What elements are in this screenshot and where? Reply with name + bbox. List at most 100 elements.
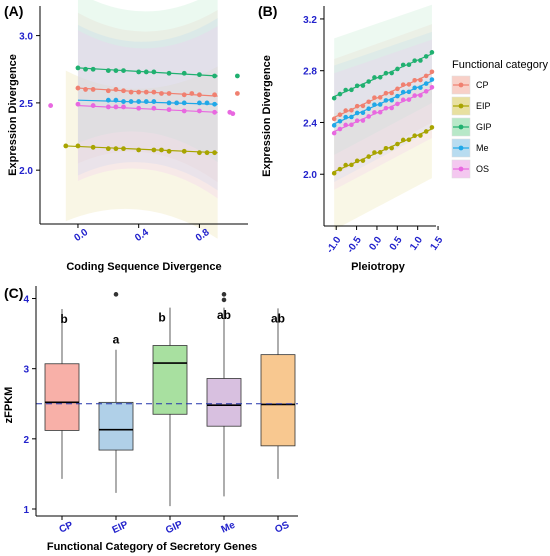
panel-a-point-os <box>113 104 119 110</box>
legend-label-gip: GIP <box>476 122 492 132</box>
panel-a-point-me <box>105 97 111 103</box>
panel-a-point-eip <box>63 143 69 149</box>
panel-a-point-cp <box>197 92 202 98</box>
panel-b-point-eip <box>337 166 343 172</box>
panel-a-y-tick-label: 3.0 <box>19 32 33 43</box>
panel-b-point-gip <box>377 74 383 80</box>
panel-a-point-os <box>48 103 54 108</box>
panel-b-point-cp <box>331 116 337 122</box>
panel-b-point-me <box>360 110 366 116</box>
panel-b-band-os <box>334 39 432 190</box>
panel-a-point-gip <box>113 68 119 73</box>
legend-key-dot-eip <box>458 103 464 109</box>
panel-a-point-gip <box>234 73 240 79</box>
panel-b-point-os <box>389 105 394 111</box>
panel-b-point-me <box>377 102 383 107</box>
panel-b: (B) -1.0 -0.5 0.0 0.5 1.0 1.5 2.0 2.4 2.8 3.2 Pl… <box>258 3 446 273</box>
panel-a-point-cp <box>181 92 187 98</box>
panel-a-points <box>48 65 240 156</box>
panel-a-point-gip <box>197 72 202 78</box>
panel-b-point-me <box>429 77 435 82</box>
panel-b-point-eip <box>366 154 371 159</box>
panel-b-points <box>331 50 435 176</box>
panel-a-band-me <box>77 18 218 191</box>
panel-b-y-title: Expression Divergence <box>261 55 273 177</box>
panel-c-y-tick-label: 3 <box>23 365 29 376</box>
panel-a-point-gip <box>90 66 96 72</box>
panel-b-point-me <box>389 97 394 103</box>
panel-b-point-gip <box>383 70 389 76</box>
panel-c-x-title: Functional Category of Secretory Genes <box>47 541 257 553</box>
panel-a-x-tick-label: 0.0 <box>72 227 90 244</box>
panel-a-band-gip <box>77 0 218 163</box>
panel-b-point-eip <box>331 170 337 176</box>
panel-b-label: (B) <box>258 3 277 19</box>
panel-a-point-me <box>197 100 202 106</box>
panel-a-point-cp <box>83 87 88 92</box>
panel-a-point-os <box>121 104 126 110</box>
panel-c-x-tick-label: Me <box>220 520 238 536</box>
panel-b-point-me <box>331 123 337 128</box>
letter-os: ab <box>271 311 285 325</box>
panel-a-point-os <box>197 108 202 114</box>
panel-a-point-eip <box>136 147 142 153</box>
panel-b-point-gip <box>331 95 337 101</box>
panel-a-point-eip <box>197 150 202 156</box>
panel-b-x-tick-label: -0.5 <box>345 234 364 255</box>
panel-b-point-me <box>354 110 360 116</box>
panel-a-point-eip <box>212 150 217 156</box>
panel-a-point-cp <box>151 89 157 95</box>
panel-a-point-cp <box>121 88 126 94</box>
panel-a-point-eip <box>113 146 119 152</box>
panel-a: (A) 0.0 0.4 0.8 2.02.53.0 Coding Sequence … <box>4 0 248 273</box>
legend-label-me: Me <box>476 143 489 153</box>
panel-a-point-me <box>204 100 210 106</box>
panel-b-point-cp <box>406 82 412 87</box>
letter-eip: a <box>113 333 120 347</box>
panel-b-point-me <box>400 89 406 95</box>
panel-b-x-tick-label: 0.5 <box>388 234 405 252</box>
legend-key-dot-os <box>458 166 464 172</box>
box-eip <box>98 401 134 451</box>
panel-b-point-eip <box>349 162 354 168</box>
panel-c-x-ticks: CP EIP GIP Me OS <box>58 516 291 536</box>
panel-b-point-os <box>366 114 371 119</box>
panel-a-point-me <box>136 99 142 104</box>
panel-b-point-gip <box>354 83 360 89</box>
panel-a-point-cp <box>105 88 111 94</box>
box-outlier-me <box>221 292 227 297</box>
panel-b-y-tick-label: 2.0 <box>303 170 317 181</box>
panel-b-point-eip <box>400 137 406 143</box>
panel-a-point-me <box>166 100 172 106</box>
panel-b-point-me <box>406 89 412 95</box>
panel-a-point-gip <box>151 69 157 75</box>
legend: Functional category CP EIP GIP Me OS <box>451 59 548 179</box>
panel-a-point-cp <box>234 91 240 96</box>
panel-b-point-gip <box>360 83 366 88</box>
panel-b-y-ticks: 2.0 2.4 2.8 3.2 <box>303 15 324 181</box>
legend-key-dot-me <box>458 145 464 151</box>
panel-b-point-os <box>400 97 406 103</box>
panel-b-point-os <box>372 110 377 115</box>
panel-a-point-gip <box>75 65 81 71</box>
panel-a-point-me <box>151 99 157 104</box>
panel-b-point-eip <box>412 133 417 139</box>
panel-b-point-os <box>331 130 337 136</box>
panel-b-point-os <box>360 118 366 123</box>
panel-a-point-me <box>143 99 149 104</box>
box-outlier-eip <box>113 292 119 297</box>
panel-b-point-eip <box>395 141 400 147</box>
panel-b-point-gip <box>423 54 429 59</box>
panel-c-y-title: zFPKM <box>3 387 15 424</box>
panel-a-x-tick-label: 0.4 <box>133 227 151 244</box>
panel-b-point-gip <box>372 75 377 80</box>
panel-b-x-tick-label: 1.5 <box>428 234 445 252</box>
panel-a-point-gip <box>143 69 149 75</box>
panel-b-band-gip <box>334 4 432 155</box>
panel-a-point-os <box>181 108 187 114</box>
panel-b-point-eip <box>354 158 360 164</box>
panel-a-x-title: Coding Sequence Divergence <box>66 261 221 273</box>
panel-b-point-os <box>406 97 412 102</box>
panel-b-point-me <box>395 93 400 99</box>
